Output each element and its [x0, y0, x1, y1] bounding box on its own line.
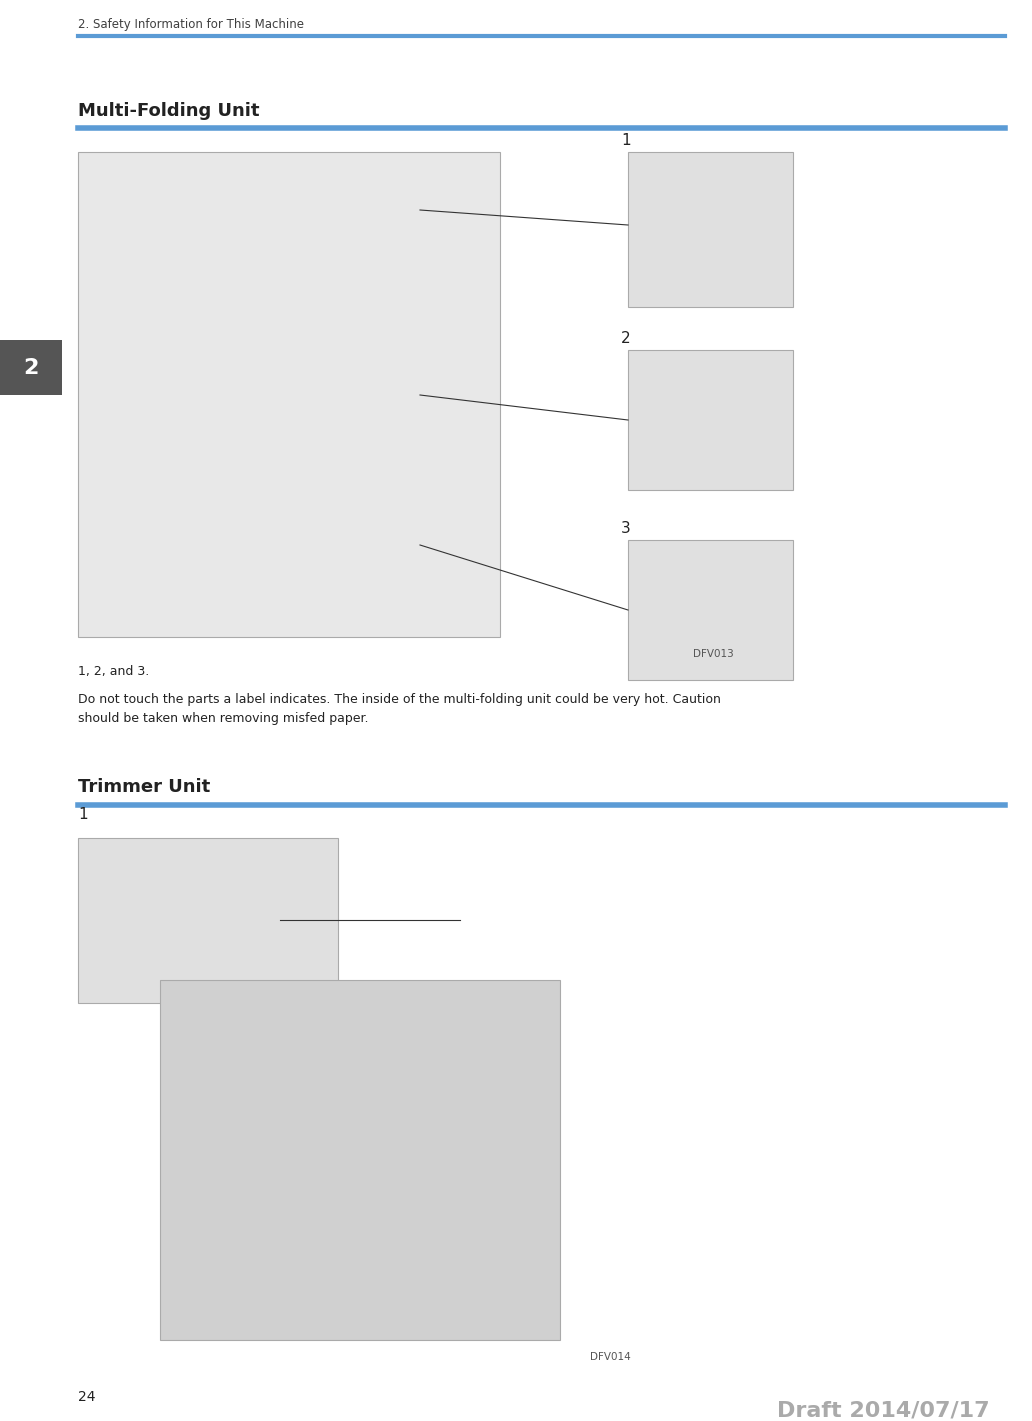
Text: DFV014: DFV014	[590, 1351, 631, 1361]
Bar	[78, 838, 338, 1003]
Text: 2. Safety Information for This Machine: 2. Safety Information for This Machine	[78, 18, 304, 31]
Text: 2: 2	[621, 331, 631, 345]
Bar	[628, 540, 793, 681]
Bar	[0, 340, 62, 395]
Text: 1, 2, and 3.: 1, 2, and 3.	[78, 665, 150, 678]
Text: Draft 2014/07/17: Draft 2014/07/17	[777, 1400, 990, 1420]
Text: 1: 1	[78, 807, 88, 821]
Text: 24: 24	[78, 1390, 96, 1404]
Text: Trimmer Unit: Trimmer Unit	[78, 779, 211, 796]
Text: 3: 3	[621, 522, 631, 536]
Bar	[628, 350, 793, 490]
Bar	[160, 980, 560, 1340]
Bar	[628, 152, 793, 307]
Text: Do not touch the parts a label indicates. The inside of the multi-folding unit c: Do not touch the parts a label indicates…	[78, 693, 721, 725]
Text: 1: 1	[621, 134, 631, 148]
Text: DFV013: DFV013	[694, 649, 734, 659]
Text: Multi-Folding Unit: Multi-Folding Unit	[78, 102, 259, 119]
Bar	[78, 152, 499, 637]
Text: 2: 2	[24, 358, 38, 378]
